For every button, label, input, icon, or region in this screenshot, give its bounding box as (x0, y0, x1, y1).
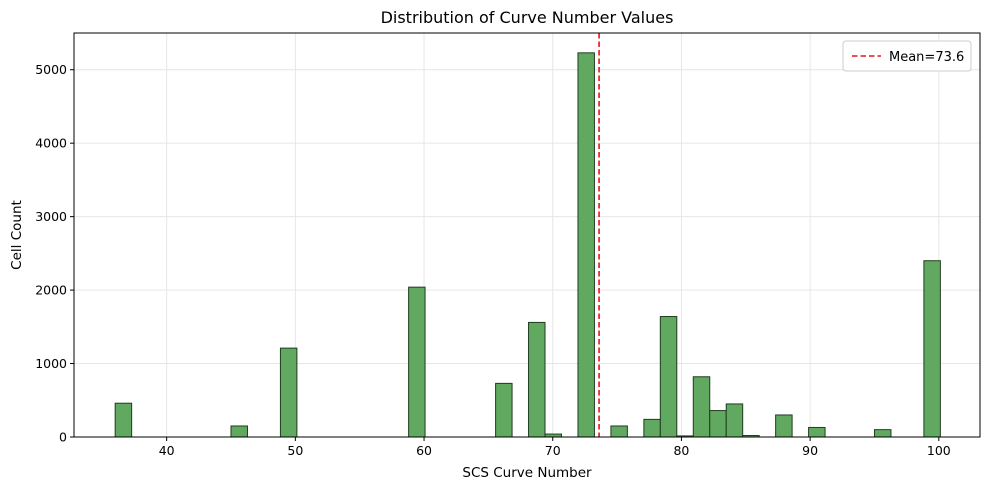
x-axis-ticks: 40 50 60 70 80 90 100 (159, 437, 951, 458)
x-tick-label: 40 (159, 443, 175, 458)
histogram-bar (873, 429, 892, 438)
axes-frame (73, 32, 981, 438)
y-tick-label: 1000 (35, 356, 67, 371)
histogram-bar (692, 376, 711, 438)
histogram-bar (610, 425, 628, 438)
y-tick-label: 2000 (35, 283, 67, 298)
x-axis-title: SCS Curve Number (462, 465, 592, 481)
chart-title: Distribution of Curve Number Values (381, 8, 674, 27)
histogram-bar (643, 418, 661, 438)
y-tick-label: 0 (59, 430, 67, 445)
x-tick-label: 60 (416, 443, 432, 458)
histogram-bar (808, 426, 826, 438)
histogram-bar (577, 52, 595, 438)
histogram-bar (230, 425, 248, 438)
x-tick-label: 50 (287, 443, 303, 458)
x-tick-label: 80 (673, 443, 689, 458)
histogram-bar (709, 410, 727, 438)
histogram-bar (725, 403, 744, 438)
histogram-bar (114, 402, 133, 438)
histogram-bars (114, 52, 941, 438)
histogram-bar (528, 321, 546, 438)
histogram-bar (923, 260, 941, 438)
legend: Mean=73.6 (842, 40, 972, 72)
y-axis-ticks: 0 1000 2000 3000 4000 5000 (35, 62, 74, 445)
histogram-bar (495, 382, 513, 438)
y-axis-title: Cell Count (9, 200, 25, 270)
x-tick-label: 70 (545, 443, 561, 458)
x-tick-label: 100 (927, 443, 951, 458)
y-tick-label: 3000 (35, 209, 67, 224)
histogram-bar (279, 347, 298, 438)
y-tick-label: 4000 (35, 136, 67, 151)
x-tick-label: 90 (802, 443, 818, 458)
histogram-bar (659, 316, 678, 438)
y-tick-label: 5000 (35, 62, 67, 77)
legend-box (842, 40, 972, 72)
histogram-bar (775, 414, 793, 438)
grid-lines (74, 33, 980, 438)
legend-mean-label: Mean=73.6 (889, 50, 964, 65)
histogram-bar (408, 286, 426, 438)
